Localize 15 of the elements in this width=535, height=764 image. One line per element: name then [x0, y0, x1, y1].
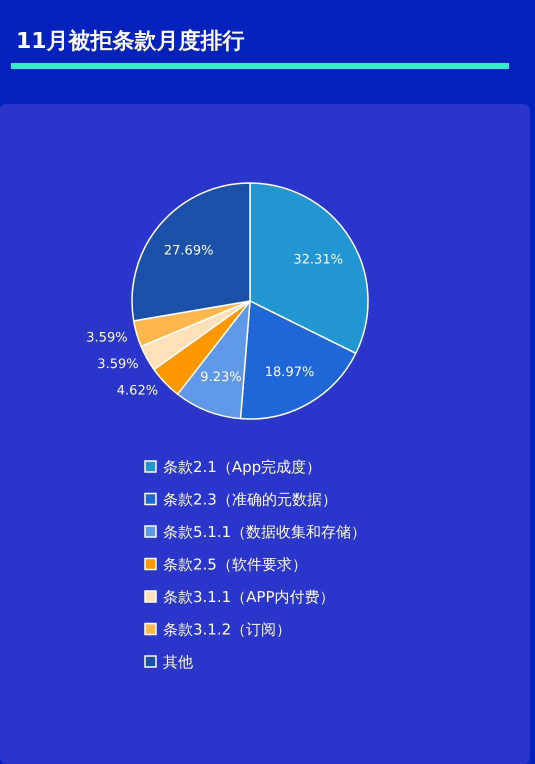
- data-label: 27.69%: [164, 243, 214, 258]
- legend-label: 条款2.3（准确的元数据）: [163, 490, 337, 508]
- data-label: 9.23%: [200, 370, 242, 385]
- chart-title: 11月被拒条款月度排行: [16, 28, 245, 54]
- legend-label: 其他: [163, 653, 193, 671]
- legend-label: 条款2.1（App完成度）: [163, 458, 322, 476]
- data-label: 32.31%: [293, 252, 343, 268]
- legend-label: 条款3.1.1（APP内付费）: [163, 588, 335, 606]
- legend-label: 条款3.1.2（订阅）: [163, 620, 292, 638]
- data-label: 3.59%: [86, 330, 128, 346]
- legend-label: 条款5.1.1（数据收集和存储）: [163, 523, 366, 541]
- data-label: 4.62%: [116, 383, 158, 398]
- data-label: 3.59%: [97, 356, 139, 372]
- data-label: 18.97%: [264, 364, 314, 380]
- legend-label: 条款2.5（软件要求）: [163, 556, 307, 574]
